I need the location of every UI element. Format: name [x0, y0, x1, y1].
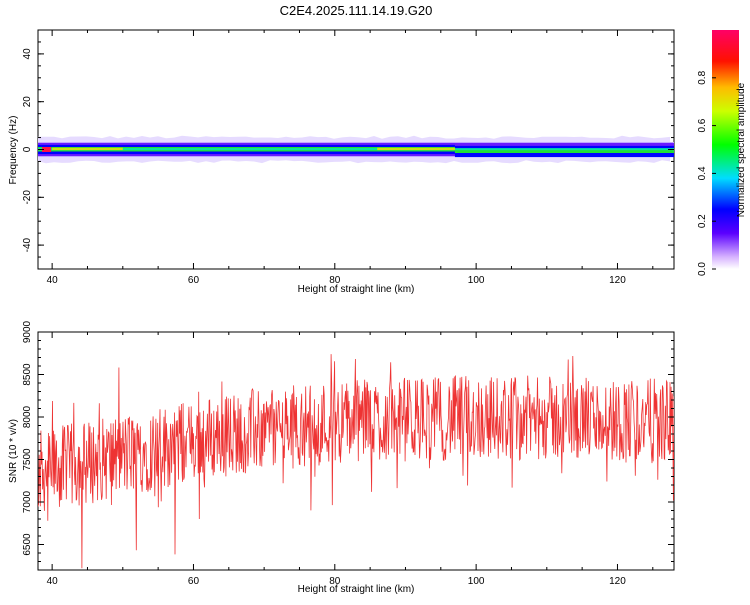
snr-x-tick-label: 40: [47, 576, 59, 587]
colorbar-gradient: [712, 30, 739, 269]
snr-y-axis-label: SNR (10 * v/v): [8, 419, 19, 483]
heatmap-panel: 40 60 80 100 120 -40 -20 0 20 40 Height of straig…: [8, 29, 675, 295]
colorbar: 0.0 0.2 0.4 0.6 0.8 Normalized spectral ampl…: [697, 30, 747, 276]
heatmap-x-tick-label: 60: [188, 275, 200, 286]
colorbar-label: Normalized spectral amplitude: [736, 82, 747, 217]
snr-y-tick-label: 8500: [22, 363, 33, 386]
snr-series-line: [38, 354, 674, 569]
figure-title: C2E4.2025.111.14.19.G20: [280, 3, 433, 18]
snr-x-tick-label: 80: [329, 576, 341, 587]
heatmap-y-tick-label: 0: [22, 146, 33, 152]
band-cyan-line: [38, 148, 674, 151]
band-peak: [42, 147, 52, 152]
heatmap-y-tick-label: 40: [22, 48, 33, 60]
colorbar-tick-label: 0.0: [697, 262, 708, 276]
snr-y-tick-label: 9000: [22, 320, 33, 343]
colorbar-ticks: 0.0 0.2 0.4 0.6 0.8: [697, 70, 716, 276]
heatmap-y-tick-label: -20: [22, 190, 33, 205]
heatmap-axes: 40 60 80 100 120 -40 -20 0 20 40: [22, 29, 674, 286]
snr-y-tick-label: 7000: [22, 490, 33, 513]
snr-x-axis-label: Height of straight line (km): [298, 584, 415, 595]
band-bright-span-0: [52, 147, 123, 151]
snr-y-tick-label: 7500: [22, 448, 33, 471]
heatmap-y-tick-label: -40: [22, 237, 33, 252]
snr-x-tick-label: 120: [609, 576, 626, 587]
heatmap-y-tick-label: 20: [22, 96, 33, 108]
colorbar-tick-label: 0.2: [697, 214, 708, 228]
snr-y-tick-label: 6500: [22, 533, 33, 556]
snr-panel: 40 60 80 100 120 6500 7000 7500 8000 8500 9000 Hei…: [8, 320, 675, 595]
heatmap-band: [38, 135, 674, 164]
band-core-right: [454, 148, 674, 153]
heatmap-x-axis-label: Height of straight line (km): [298, 284, 415, 295]
snr-x-tick-label: 60: [188, 576, 200, 587]
colorbar-tick-label: 0.6: [697, 118, 708, 132]
heatmap-x-tick-label: 40: [47, 275, 59, 286]
snr-y-tick-label: 8000: [22, 405, 33, 428]
heatmap-y-axis-label: Frequency (Hz): [8, 116, 19, 185]
heatmap-x-tick-label: 120: [609, 275, 626, 286]
snr-axes: 40 60 80 100 120 6500 7000 7500 8000 8500 9000: [22, 320, 674, 587]
band-bright-span-1: [377, 147, 455, 151]
colorbar-tick-label: 0.4: [697, 166, 708, 180]
heatmap-x-tick-label: 80: [329, 275, 341, 286]
heatmap-x-tick-label: 100: [468, 275, 485, 286]
snr-x-tick-label: 100: [468, 576, 485, 587]
colorbar-tick-label: 0.8: [697, 70, 708, 84]
